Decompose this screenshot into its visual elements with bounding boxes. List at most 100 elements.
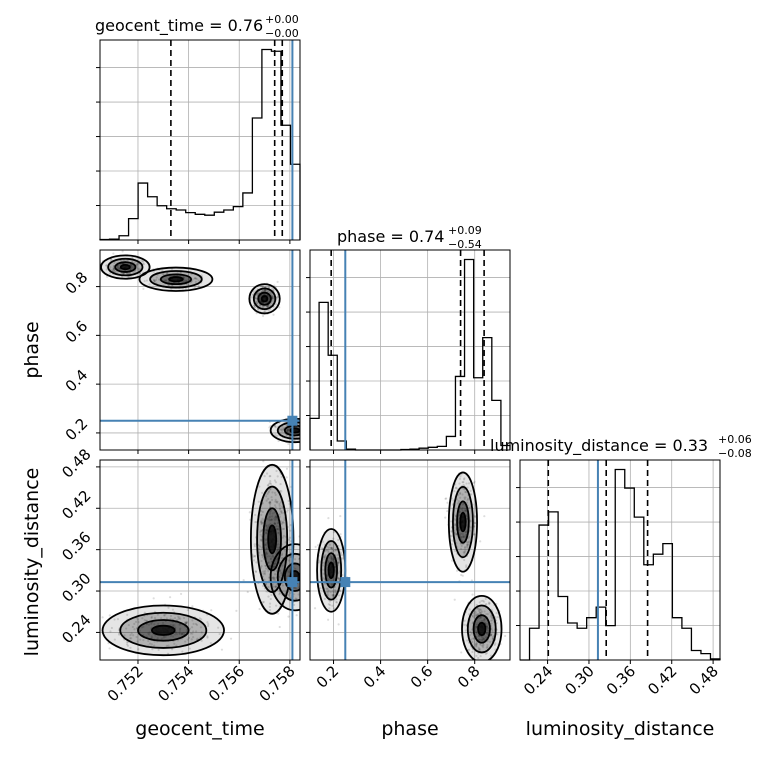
sample-point — [459, 475, 462, 478]
sample-point — [328, 600, 332, 603]
sample-point — [317, 561, 320, 564]
sample-point — [180, 632, 184, 635]
sample-point — [473, 521, 477, 524]
sample-point — [257, 308, 260, 311]
sample-point — [268, 519, 271, 522]
sample-point — [480, 620, 483, 623]
sample-point — [269, 505, 272, 509]
sample-point — [332, 557, 335, 560]
sample-point — [483, 638, 486, 641]
sample-point — [466, 543, 470, 546]
sample-point — [263, 288, 266, 292]
sample-point — [330, 546, 333, 549]
sample-point — [167, 606, 170, 609]
sample-point — [262, 289, 265, 292]
sample-point — [283, 518, 286, 522]
panel-frame — [99, 459, 301, 661]
x-tick-label: 0.30 — [561, 662, 597, 698]
sample-point — [267, 484, 270, 487]
sample-point — [463, 547, 467, 550]
sample-point — [101, 616, 104, 619]
sample-point — [186, 638, 189, 641]
sample-point — [246, 590, 249, 594]
sample-point — [156, 637, 159, 640]
sample-point — [489, 654, 493, 657]
sample-point — [162, 272, 165, 276]
sample-point — [181, 632, 184, 635]
sample-point — [467, 540, 471, 543]
sample-point — [260, 535, 263, 538]
sample-point — [486, 645, 489, 649]
sample-point — [274, 560, 277, 563]
sample-point — [466, 543, 469, 546]
sample-point — [273, 576, 276, 580]
sample-point — [450, 529, 453, 532]
sample-point — [274, 514, 278, 517]
sample-point — [181, 650, 184, 653]
sample-point — [472, 637, 475, 640]
sample-point — [255, 293, 259, 296]
sample-point — [333, 564, 337, 568]
sample-point — [271, 297, 275, 300]
sample-point — [140, 259, 144, 262]
sample-point — [169, 634, 173, 637]
sample-point — [184, 287, 187, 291]
sample-point — [268, 609, 272, 612]
sample-point — [327, 516, 330, 520]
sample-point — [177, 617, 180, 620]
sample-point — [287, 430, 290, 433]
sample-point — [250, 296, 253, 299]
sample-point — [327, 560, 330, 564]
sample-point — [265, 495, 268, 498]
sample-point — [190, 638, 193, 641]
sample-point — [313, 428, 315, 430]
sample-point — [307, 557, 309, 559]
sample-point — [328, 603, 332, 607]
sample-point — [333, 607, 336, 610]
sample-point — [455, 486, 458, 489]
sample-point — [200, 639, 203, 642]
sample-point — [292, 603, 296, 606]
sample-point — [169, 617, 172, 620]
sample-point — [171, 608, 175, 611]
sample-point — [481, 636, 484, 639]
sample-point — [314, 438, 316, 440]
sample-point — [450, 530, 453, 533]
sample-point — [331, 559, 334, 562]
sample-point — [462, 455, 464, 457]
sample-point — [265, 555, 268, 558]
sample-point — [271, 299, 274, 303]
sample-point — [482, 644, 485, 647]
sample-point — [470, 493, 473, 496]
sample-point — [138, 629, 141, 632]
sample-point — [150, 616, 153, 620]
title-luminosity-distance: luminosity_distance = 0.33 — [490, 436, 708, 456]
sample-point — [280, 510, 283, 513]
sample-point — [178, 632, 181, 635]
sample-point — [323, 557, 326, 560]
sample-point — [464, 507, 467, 510]
sample-point — [287, 428, 290, 431]
sample-point — [253, 555, 257, 558]
sample-point — [478, 647, 481, 651]
sample-point — [177, 615, 180, 618]
sample-point — [254, 570, 258, 573]
sample-point — [332, 594, 335, 597]
sample-point — [454, 531, 457, 534]
sample-point — [276, 296, 280, 299]
sample-point — [306, 431, 308, 433]
sample-point — [272, 576, 275, 579]
sample-point — [265, 532, 268, 535]
sample-point — [446, 509, 449, 513]
x-tick-label: 0.2 — [313, 662, 343, 692]
sample-point — [453, 517, 456, 520]
sample-point — [459, 532, 463, 535]
sample-point — [265, 472, 269, 475]
sample-point — [268, 501, 271, 504]
sample-point — [286, 509, 289, 512]
sample-point — [140, 626, 144, 629]
sample-point — [277, 528, 280, 531]
sample-point — [305, 430, 307, 432]
sample-point — [262, 572, 265, 575]
sample-point — [276, 556, 279, 559]
